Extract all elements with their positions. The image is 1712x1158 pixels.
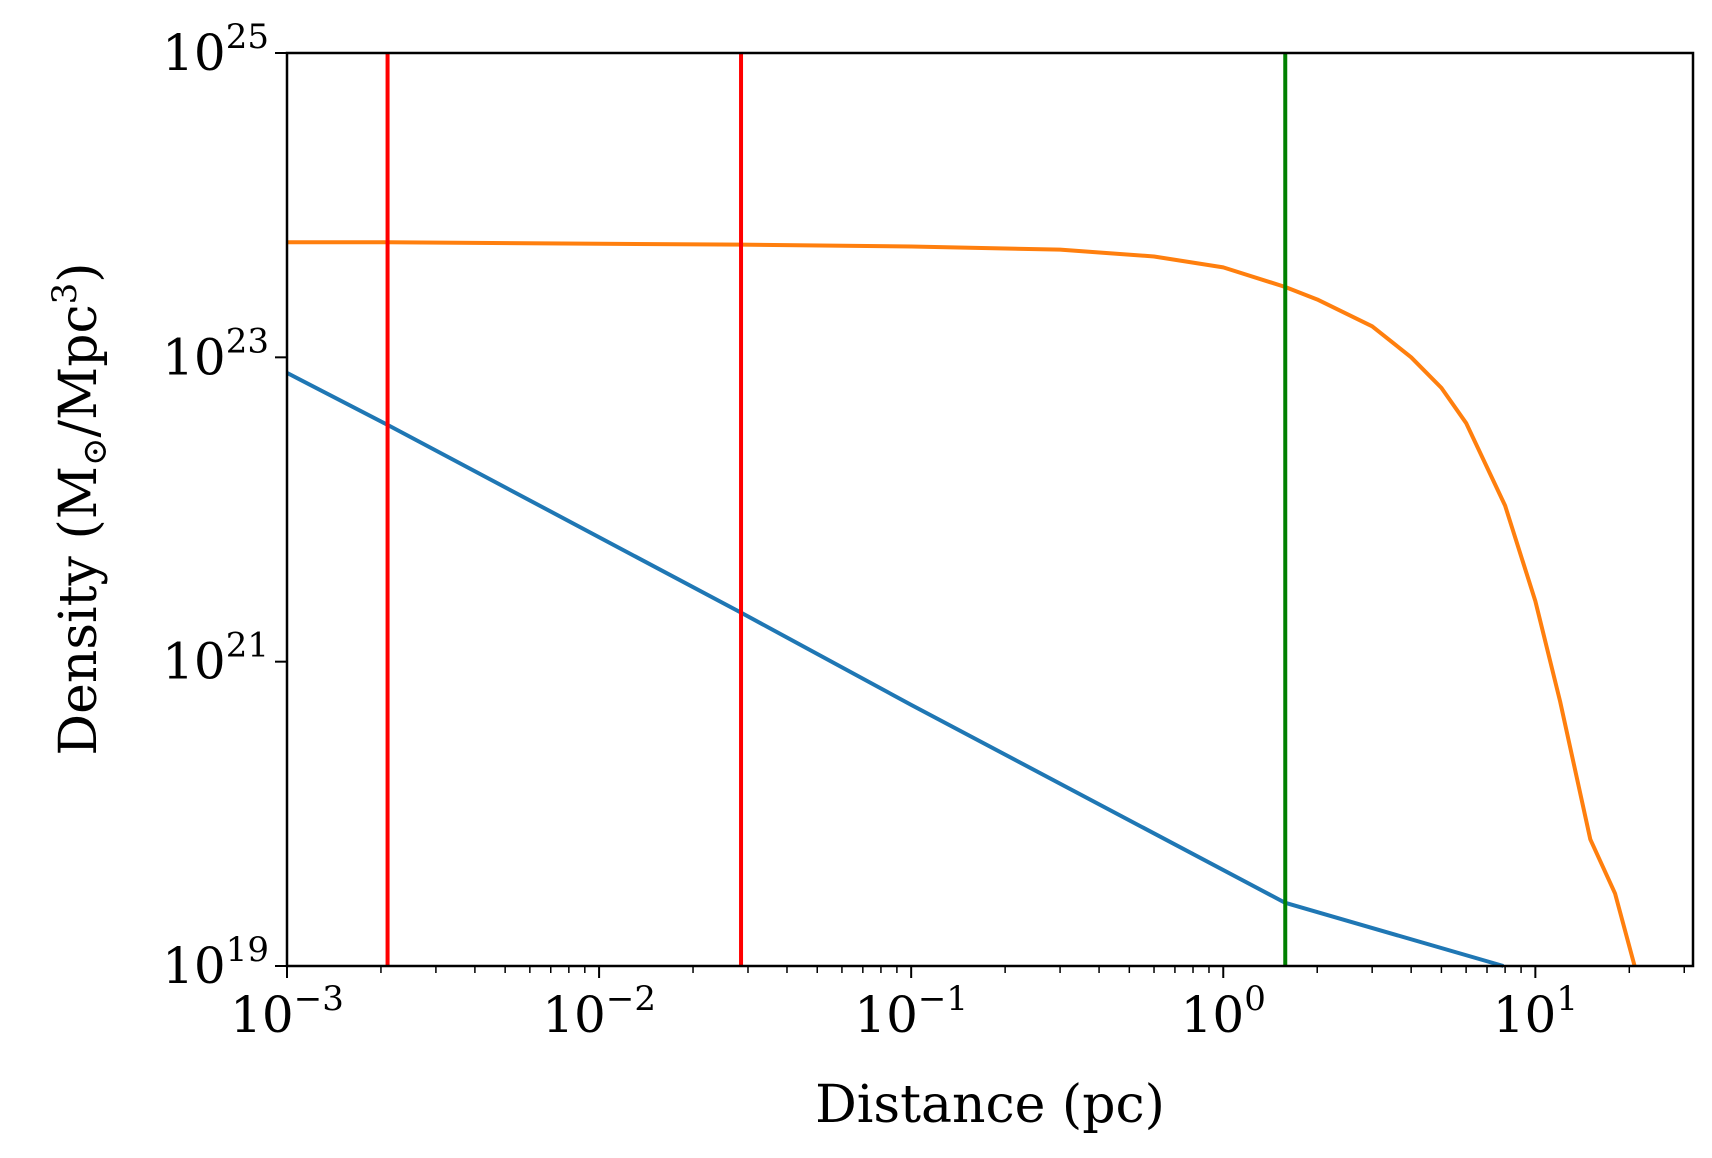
- series-line-2: [287, 240, 1637, 967]
- tick-layer: 10−3 10−2 10−1 100 101 1019 1021 1023 1025: [162, 17, 1686, 1044]
- x-tick-label-4: 100: [1181, 979, 1266, 1044]
- y-axis-label-subscript: ⊙: [75, 438, 115, 467]
- y-tick-label-2: 1021: [162, 626, 269, 691]
- y-tick-label-3: 1023: [162, 321, 269, 386]
- y-axis-label-superscript: 3: [45, 283, 85, 305]
- y-axis-label-middle: /Mpc: [49, 304, 109, 437]
- x-tick-label-1: 10−3: [230, 979, 344, 1044]
- y-tick-label-4: 1025: [162, 17, 269, 82]
- y-axis-label-prefix: Density (M: [49, 466, 109, 756]
- x-tick-label-2: 10−2: [542, 979, 656, 1044]
- plot-frame: [285, 51, 1695, 968]
- y-axis-label-suffix: ): [49, 262, 109, 282]
- series-layer: [286, 53, 1637, 968]
- x-axis-label: Distance (pc): [815, 1075, 1165, 1135]
- series-line-1: [286, 371, 1504, 968]
- x-tick-label-3: 10−1: [854, 979, 968, 1044]
- y-tick-label-1: 1019: [162, 930, 269, 995]
- x-tick-label-5: 101: [1493, 979, 1578, 1044]
- y-axis-label: Density (M⊙/Mpc3): [45, 262, 115, 755]
